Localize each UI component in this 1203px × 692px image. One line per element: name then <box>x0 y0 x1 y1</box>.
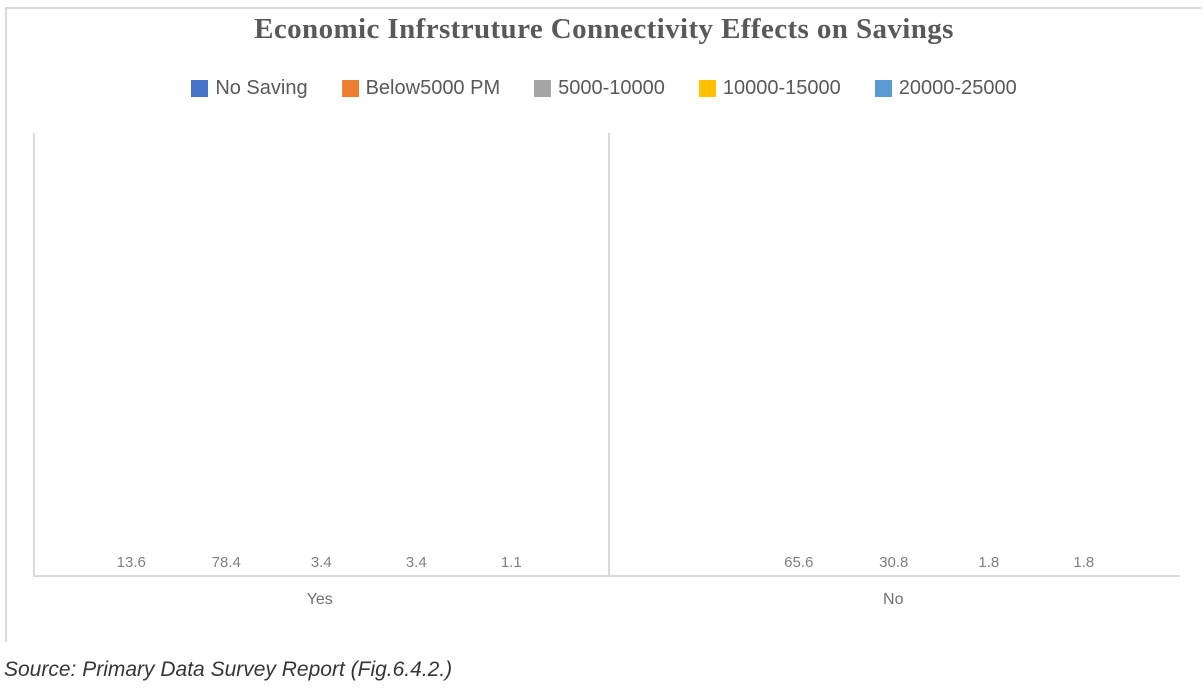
legend-swatch-icon <box>698 80 716 97</box>
chart-title: Economic Infrstruture Connectivity Effec… <box>254 13 954 45</box>
category-label-yes: Yes <box>306 591 333 608</box>
legend-label: 20000-25000 <box>898 77 1017 99</box>
bar-slot-20000-25000-yes: 1.1 <box>464 554 559 575</box>
bar-value-label: 78.4 <box>211 554 241 571</box>
bar-value-label: 1.1 <box>500 554 522 571</box>
bar-group-no: 65.6 30.8 1.8 1.8 <box>608 133 1181 575</box>
legend-label: No Saving <box>215 77 308 99</box>
bar-slot-5000-10000-yes: 3.4 <box>274 554 369 575</box>
bar-value-label: 65.6 <box>784 554 814 571</box>
legend-label: 10000-15000 <box>722 77 841 99</box>
bar-group-yes: 13.6 78.4 3.4 3.4 1.1 <box>35 133 608 575</box>
bar-slot-10000-15000-yes: 3.4 <box>369 554 464 575</box>
legend-label: 5000-10000 <box>558 77 665 99</box>
legend-item-5000-10000: 5000-10000 <box>534 77 665 100</box>
legend-label: Below5000 PM <box>365 77 501 99</box>
legend-item-10000-15000: 10000-15000 <box>698 77 841 100</box>
legend-swatch-icon <box>874 80 892 97</box>
bar-slot-below5000-pm-no: 65.6 <box>751 554 846 575</box>
legend-item-no-saving: No Saving <box>191 77 308 100</box>
legend-item-20000-25000: 20000-25000 <box>874 77 1017 100</box>
chart-legend: No Saving Below5000 PM 5000-10000 10000-150… <box>7 77 1201 100</box>
bar-slot-no-saving-yes: 13.6 <box>84 554 179 575</box>
bar-slot-20000-25000-no: 1.8 <box>1036 554 1131 575</box>
bar-value-label: 1.8 <box>978 554 1000 571</box>
bar-value-label: 13.6 <box>116 554 146 571</box>
bar-value-label: 1.8 <box>1073 554 1095 571</box>
category-axis-labels: Yes No <box>33 591 1180 609</box>
bar-value-label: 3.4 <box>310 554 332 571</box>
category-divider-line <box>607 133 610 575</box>
bar-value-label: 30.8 <box>879 554 909 571</box>
bar-groups: 13.6 78.4 3.4 3.4 1.1 65.6 30.8 1.8 1.8 <box>35 133 1180 575</box>
legend-item-below5000-pm: Below5000 PM <box>341 77 501 100</box>
source-note: Source: Primary Data Survey Report (Fig.… <box>4 658 453 681</box>
chart-frame: Economic Infrstruture Connectivity Effec… <box>5 7 1201 642</box>
bar-slot-5000-10000-no: 30.8 <box>846 554 941 575</box>
bar-slot-below5000-pm-yes: 78.4 <box>179 554 274 575</box>
legend-swatch-icon <box>191 80 209 97</box>
plot-area: 13.6 78.4 3.4 3.4 1.1 65.6 30.8 1.8 1.8 <box>33 133 1180 577</box>
bar-value-label: 3.4 <box>405 554 427 571</box>
bar-slot-10000-15000-no: 1.8 <box>941 554 1036 575</box>
legend-swatch-icon <box>534 80 552 97</box>
category-label-no: No <box>883 591 904 608</box>
legend-swatch-icon <box>341 80 359 97</box>
